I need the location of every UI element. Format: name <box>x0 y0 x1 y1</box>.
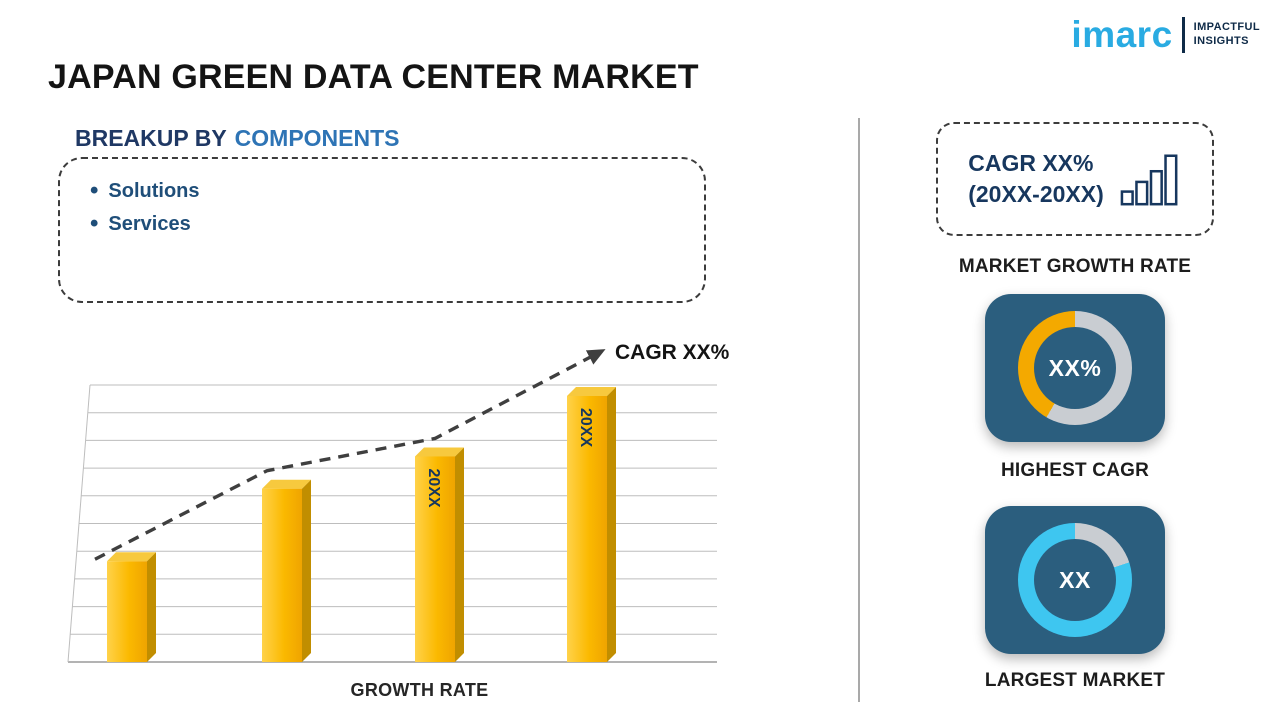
section-heading: BREAKUP BY COMPONENTS <box>75 125 400 152</box>
trend-arrow <box>94 349 606 561</box>
bar-label: 20XX <box>425 468 442 507</box>
chart-x-axis-label: GROWTH RATE <box>350 680 489 700</box>
list-item-solutions: Solutions <box>90 179 674 203</box>
bar-label: 20XX <box>577 408 594 447</box>
logo-tagline-line2: INSIGHTS <box>1193 34 1249 47</box>
growth-rate-chart: 20XX 20XX CAGR XX% <box>62 340 752 675</box>
components-box: Solutions Services <box>58 157 706 303</box>
section-heading-prefix: BREAKUP BY <box>75 125 227 151</box>
growth-bars-icon <box>1120 154 1178 206</box>
logo-divider <box>1181 16 1185 53</box>
tile-largest-market: XX <box>985 506 1165 654</box>
largest-market-value: XX <box>1059 566 1091 593</box>
cagr-value-line: CAGR XX% <box>968 149 1094 176</box>
list-item-services: Services <box>90 212 674 236</box>
caption-market-growth-rate: MARKET GROWTH RATE <box>958 256 1192 277</box>
bar-3: 20XX <box>415 447 464 662</box>
highest-cagr-value: XX% <box>1048 354 1102 381</box>
donut-highest-cagr: XX% <box>1018 311 1132 425</box>
tile-highest-cagr: XX% <box>985 294 1165 442</box>
market-growth-rate-box: CAGR XX% (20XX-20XX) <box>936 122 1214 236</box>
bar-2 <box>262 479 311 662</box>
imarc-logo: imarc IMPACTFUL INSIGHTS <box>1071 16 1260 53</box>
cagr-period-line: (20XX-20XX) <box>968 181 1104 207</box>
column-divider <box>858 118 860 702</box>
section-heading-highlight: COMPONENTS <box>234 125 400 151</box>
market-growth-rate-text: CAGR XX% (20XX-20XX) <box>968 148 1104 210</box>
cagr-trend-label: CAGR XX% <box>615 341 730 364</box>
donut-largest-market: XX <box>1018 523 1132 637</box>
logo-tagline: IMPACTFUL INSIGHTS <box>1194 21 1260 49</box>
growth-chart-svg: 20XX 20XX <box>67 349 717 663</box>
caption-highest-cagr: HIGHEST CAGR <box>1000 460 1150 481</box>
logo-tagline-line1: IMPACTFUL <box>1193 20 1260 33</box>
caption-largest-market: LARGEST MARKET <box>984 670 1166 691</box>
bar-4: 20XX <box>567 387 616 662</box>
bar-1 <box>107 552 156 662</box>
page-title: JAPAN GREEN DATA CENTER MARKET <box>48 58 699 96</box>
imarc-wordmark: imarc <box>1071 14 1173 55</box>
